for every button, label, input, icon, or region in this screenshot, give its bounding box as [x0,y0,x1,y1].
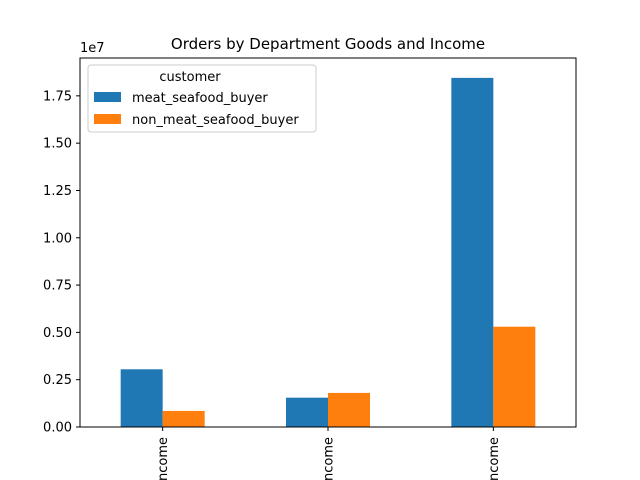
chart-title: Orders by Department Goods and Income [171,35,485,53]
plot-frame [79,57,577,428]
legend: customer meat_seafood_buyer non_meat_seaf… [87,64,317,133]
legend-label-non_meat_seafood_buyer: non_meat_seafood_buyer [132,113,299,128]
bar-non_meat_seafood_buyer-1 [328,392,370,427]
y-tick-label: 0.00 [43,421,72,436]
y-tick-label: 1.75 [43,89,72,104]
legend-box [87,64,317,133]
legend-title: customer [159,70,221,85]
legend-label-meat_seafood_buyer: meat_seafood_buyer [132,91,268,106]
bars-group [120,77,536,427]
bar-meat_seafood_buyer-2 [451,77,494,427]
bar-non_meat_seafood_buyer-0 [162,410,205,427]
x-axis: ncome ncome ncome [156,427,502,480]
bar-meat_seafood_buyer-1 [286,397,328,427]
y-tick-label: 1.00 [43,231,72,246]
x-tick-label: ncome [487,437,502,480]
y-tick-label: 1.25 [43,184,72,199]
y-axis-offset-label: 1e7 [80,41,105,56]
y-tick-label: 0.75 [43,279,72,294]
y-tick-label: 1.50 [43,137,72,152]
legend-swatch-non_meat_seafood_buyer [94,114,121,124]
bar-non_meat_seafood_buyer-2 [493,326,536,427]
y-tick-label: 0.25 [43,373,72,388]
legend-swatch-meat_seafood_buyer [94,92,121,102]
y-tick-label: 0.50 [43,326,72,341]
legend-items: meat_seafood_buyer non_meat_seafood_buyer [94,91,299,128]
y-axis: 0.00 0.25 0.50 0.75 1.00 1.25 1.50 1.75 [43,89,80,436]
x-tick-label: ncome [156,437,171,480]
x-tick-label: ncome [322,437,337,480]
bar-meat_seafood_buyer-0 [120,369,163,427]
